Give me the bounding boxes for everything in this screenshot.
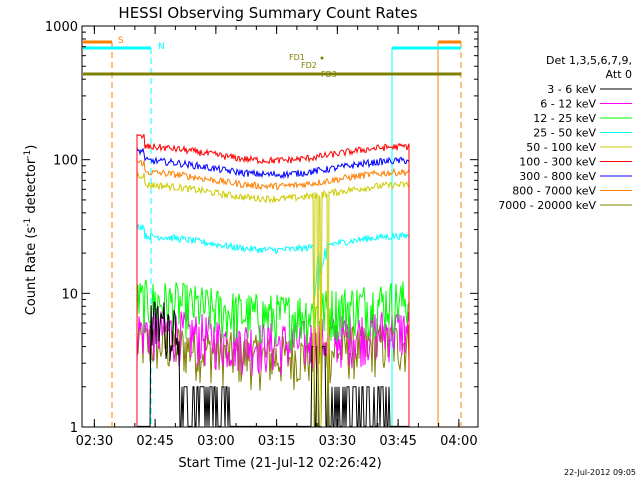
series-layer bbox=[136, 133, 410, 427]
series-line-7 bbox=[136, 159, 410, 427]
series-line-0 bbox=[136, 301, 410, 427]
y-axis: 1 10 100 1000 bbox=[45, 20, 478, 436]
legend-entry-label: 12 - 25 keV bbox=[533, 112, 596, 125]
plot-frame bbox=[81, 25, 479, 428]
y-label-sup1: -1 bbox=[23, 218, 33, 227]
flag-label-fd1: FD1 bbox=[289, 53, 305, 62]
flag-label-fd3: FD3 bbox=[321, 70, 337, 79]
timestamp: 22-Jul-2012 09:05 bbox=[564, 468, 636, 477]
y-tick-label: 100 bbox=[53, 154, 78, 169]
y-label-sup2: -1 bbox=[23, 150, 33, 159]
x-tick-label: 04:00 bbox=[440, 434, 477, 449]
series-line-3 bbox=[136, 223, 410, 427]
x-axis-label: Start Time (21-Jul-12 02:26:42) bbox=[178, 456, 381, 471]
y-tick-label: 1000 bbox=[45, 20, 78, 35]
chart-title: HESSI Observing Summary Count Rates bbox=[118, 4, 417, 22]
flag-label-s: S bbox=[118, 36, 124, 46]
legend-entry-label: 7000 - 20000 keV bbox=[498, 199, 596, 212]
legend-entry-label: 800 - 7000 keV bbox=[512, 185, 596, 198]
series-line-6 bbox=[136, 147, 410, 427]
y-axis-label: Count Rate (s-1 detector-1) bbox=[23, 145, 39, 316]
legend-header-detectors: Det 1,3,5,6,7,9, bbox=[546, 54, 632, 67]
y-label-main: Count Rate (s bbox=[24, 227, 39, 316]
x-tick-label: 03:45 bbox=[379, 434, 416, 449]
y-tick-label: 1 bbox=[70, 421, 78, 436]
x-tick-label: 02:30 bbox=[76, 434, 113, 449]
series-line-5 bbox=[136, 133, 410, 427]
x-tick-label: 02:45 bbox=[136, 434, 173, 449]
legend-entry-label: 6 - 12 keV bbox=[540, 98, 596, 111]
series-line-1 bbox=[136, 308, 410, 427]
legend-entry-label: 3 - 6 keV bbox=[547, 83, 596, 96]
legend-header-attenuator: Att 0 bbox=[606, 68, 632, 81]
flag-label-n: N bbox=[158, 42, 165, 52]
x-tick-label: 03:00 bbox=[197, 434, 234, 449]
series-line-2 bbox=[136, 279, 410, 427]
y-label-end: ) bbox=[24, 145, 39, 150]
legend-entry-label: 100 - 300 keV bbox=[519, 156, 596, 169]
x-tick-label: 03:30 bbox=[319, 434, 356, 449]
legend-entry-label: 300 - 800 keV bbox=[519, 170, 596, 183]
legend: Det 1,3,5,6,7,9,Att 0 3 - 6 keV 6 - 12 keV… bbox=[498, 54, 632, 212]
series-line-4 bbox=[136, 171, 410, 427]
fd-marker bbox=[320, 56, 324, 60]
y-tick-label: 10 bbox=[61, 287, 78, 302]
x-tick-label: 03:15 bbox=[258, 434, 295, 449]
legend-entry-label: 50 - 100 keV bbox=[526, 141, 596, 154]
x-axis: 02:30 02:45 03:00 03:15 03:30 03:45 04:00 bbox=[76, 26, 478, 449]
y-label-mid: detector bbox=[24, 158, 39, 218]
flag-label-fd2: FD2 bbox=[301, 61, 317, 70]
legend-entry-label: 25 - 50 keV bbox=[533, 127, 596, 140]
